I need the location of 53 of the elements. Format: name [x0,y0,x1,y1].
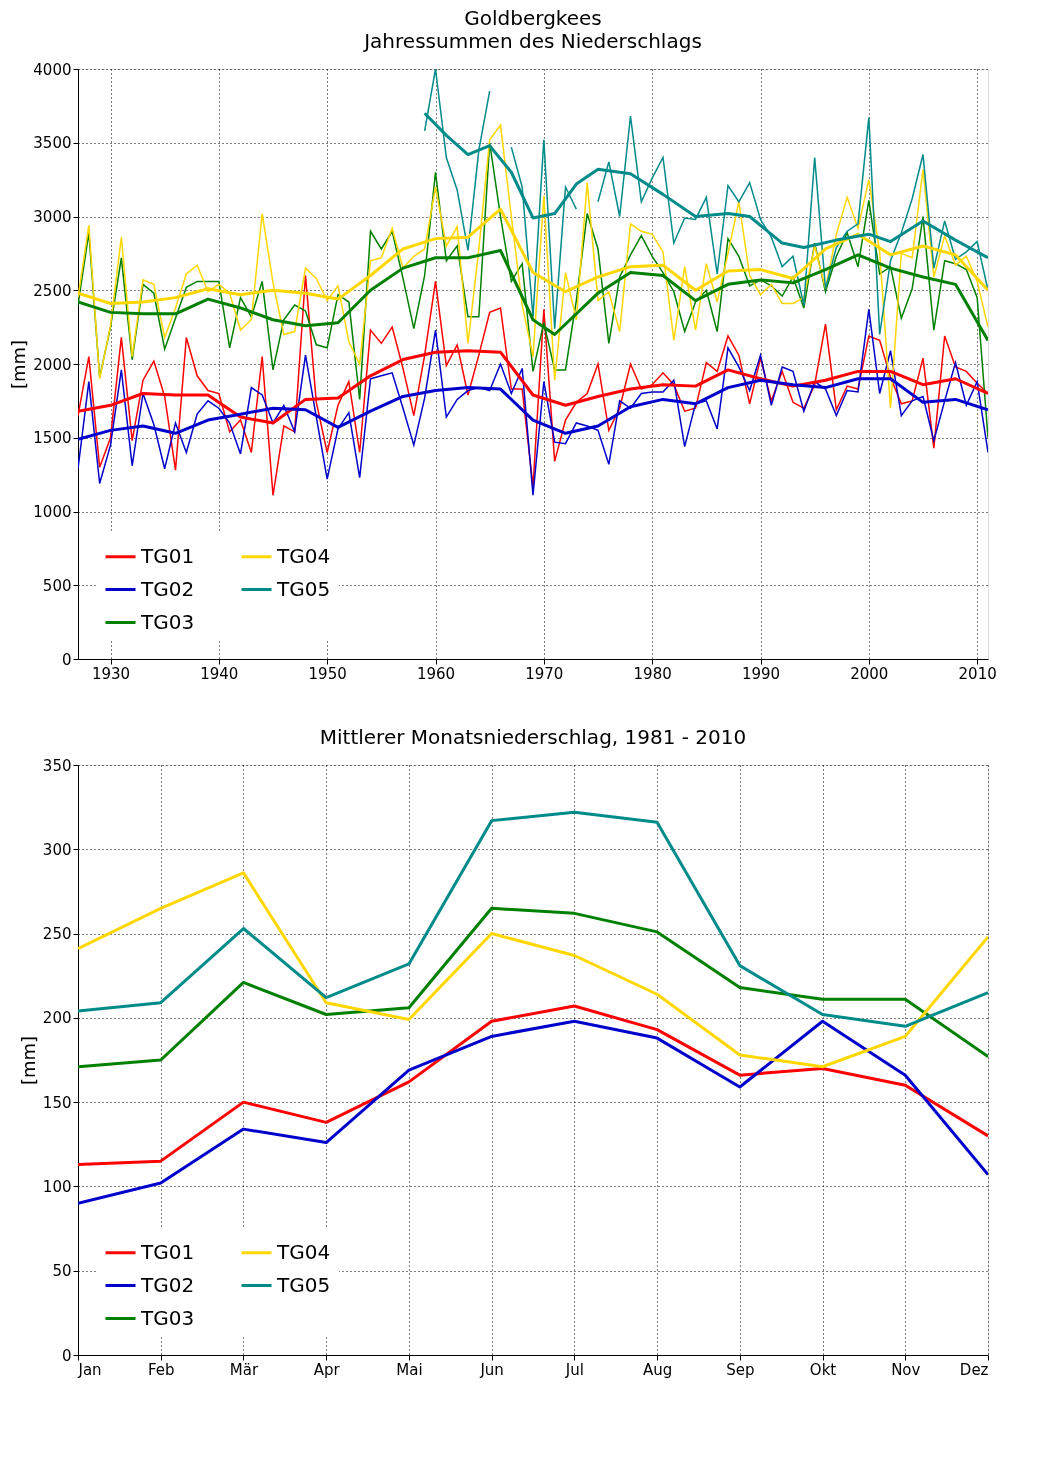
x-tick-label: 1970 [525,664,564,683]
x-tick-label: Mär [229,1360,259,1379]
y-tick-label: 150 [42,1093,72,1112]
x-tick-label: Sep [726,1360,755,1379]
y-tick-label: 0 [61,1346,72,1365]
chart-title: Goldbergkees [464,6,602,30]
y-tick-label: 4000 [33,60,72,79]
legend-label: TG05 [276,576,331,601]
y-tick-label: 3000 [33,208,72,226]
y-tick-label: 1000 [33,503,72,521]
legend-label: TG02 [140,1272,195,1297]
legend-label: TG04 [276,543,331,568]
legend-label: TG04 [276,1239,331,1264]
x-tick-label: Nov [891,1360,921,1379]
legend-label: TG02 [140,576,195,601]
y-tick-label: 2500 [33,281,72,300]
y-tick-label: 0 [61,650,72,669]
x-tick-label: 2000 [850,664,889,683]
y-tick-label: 3500 [33,134,72,153]
y-tick-label: 350 [42,756,72,775]
x-tick-label: 1990 [741,664,781,683]
legend-label: TG05 [276,1272,331,1297]
y-tick-label: 500 [42,576,72,595]
x-tick-label: Feb [147,1360,175,1379]
y-axis-title: [mm] [8,339,30,390]
y-tick-label: 200 [42,1009,72,1028]
x-tick-label: 2010 [958,664,997,683]
x-tick-label: Apr [313,1360,341,1379]
y-axis-title: [mm] [17,1035,39,1086]
x-tick-label: 1950 [308,664,347,683]
x-tick-label: Jun [479,1360,504,1379]
chart-subtitle: Jahressummen des Niederschlags [362,29,702,53]
x-tick-label: Dez [959,1360,989,1379]
x-tick-label: 1930 [91,664,131,683]
y-tick-label: 100 [42,1177,72,1196]
y-tick-label: 250 [42,925,72,944]
x-tick-label: Mai [396,1360,423,1379]
y-tick-label: 2000 [33,355,72,374]
y-tick-label: 300 [42,840,72,859]
legend-label: TG03 [140,609,195,634]
y-tick-label: 50 [52,1262,72,1281]
x-tick-label: 1960 [416,664,456,683]
x-tick-label: 1940 [200,664,239,683]
x-tick-label: Jan [77,1360,102,1379]
chart-title: Mittlerer Monatsniederschlag, 1981 - 2010 [319,725,747,749]
legend-label: TG01 [140,1239,195,1264]
x-tick-label: Jul [564,1360,584,1379]
legend-label: TG03 [140,1305,195,1330]
legend-label: TG01 [140,543,195,568]
y-tick-label: 1500 [33,429,72,448]
x-tick-label: Okt [809,1360,837,1379]
x-tick-label: 1980 [633,664,672,683]
x-tick-label: Aug [642,1360,673,1379]
